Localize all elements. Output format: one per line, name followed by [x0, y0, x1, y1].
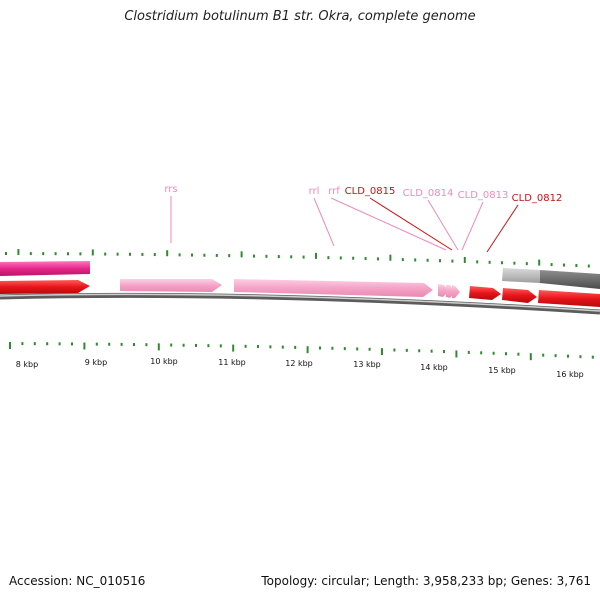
cds-feature — [538, 290, 600, 307]
label-leader-line — [486, 204, 519, 253]
gene-label: CLD_0815 — [345, 186, 396, 197]
rna-feature-rrl — [234, 279, 433, 297]
scale-label: 12 kbp — [285, 359, 313, 368]
outer-tick-ring — [5, 249, 590, 268]
cds-feature — [502, 288, 537, 303]
gene-label: CLD_0814 — [403, 188, 454, 199]
gray-feature-light — [502, 268, 540, 283]
label-leader-line — [330, 197, 447, 251]
gene-label: CLD_0812 — [512, 193, 563, 204]
map-title: Clostridium botulinum B1 str. Okra, comp… — [124, 9, 476, 24]
feature-track — [0, 261, 600, 307]
scale-label: 11 kbp — [218, 358, 246, 367]
scale-label: 9 kbp — [85, 358, 107, 367]
rna-feature-small — [452, 285, 460, 298]
gene-label: rrf — [328, 186, 340, 197]
scale-label: 16 kbp — [556, 370, 584, 379]
label-leader-line — [369, 197, 453, 251]
cds-feature — [0, 280, 90, 294]
label-leader-line — [461, 201, 484, 251]
genome-backbone-highlight — [0, 293, 600, 312]
inner-tick-ring — [9, 342, 594, 361]
gene-label: CLD_0813 — [458, 190, 509, 201]
scale-label: 10 kbp — [150, 357, 178, 366]
label-leader-line — [427, 199, 459, 251]
gene-label: rrl — [309, 186, 320, 197]
scale-label: 13 kbp — [353, 360, 381, 369]
scale-label: 8 kbp — [16, 360, 38, 369]
genome-summary-text: Topology: circular; Length: 3,958,233 bp… — [261, 574, 591, 588]
rna-feature-rrs — [120, 279, 222, 292]
rna-feature-small — [446, 285, 455, 298]
scale-label: 15 kbp — [488, 366, 516, 375]
gray-feature-dark — [540, 270, 600, 289]
genome-backbone — [0, 292, 600, 315]
scale-label: 14 kbp — [420, 363, 448, 372]
gene-feature-magenta — [0, 261, 90, 276]
accession-text: Accession: NC_010516 — [9, 574, 146, 588]
label-leader-line — [313, 197, 335, 247]
cds-feature — [469, 286, 501, 300]
gene-label: rrs — [164, 184, 177, 195]
gene-labels: rrs rrl rrf CLD_0815 CLD_0814 CLD_0813 CLD_081… — [164, 184, 563, 253]
scale-labels: 8 kbp 9 kbp 10 kbp 11 kbp 12 kbp 13 kbp 14 kbp… — [16, 357, 584, 379]
